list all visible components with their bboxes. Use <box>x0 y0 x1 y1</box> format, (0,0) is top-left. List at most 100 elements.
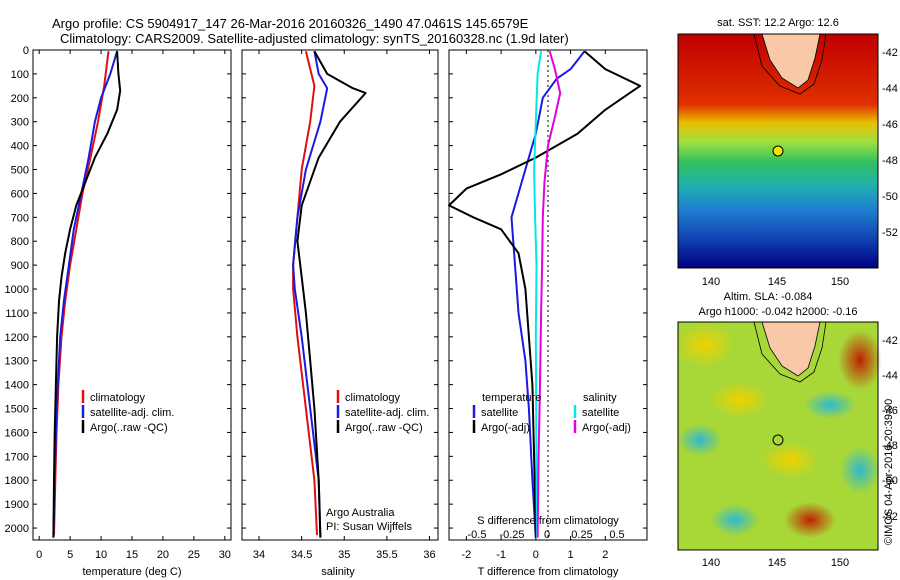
sla-lon-tick: 145 <box>768 557 786 569</box>
header-line-1: Argo profile: CS 5904917_147 26-Mar-2016… <box>52 16 529 31</box>
header-line-2: Climatology: CARS2009. Satellite-adjuste… <box>60 31 569 46</box>
s-tick-label: 0 <box>544 529 550 541</box>
sla-lat-tick: -46 <box>882 405 898 417</box>
y-tick-label: 300 <box>11 117 29 129</box>
legend-label-satellite: satellite-adj. clim. <box>90 407 174 419</box>
x-tick-label: -2 <box>461 549 471 561</box>
sla-lat-tick: -52 <box>882 511 898 523</box>
sla-feature <box>760 442 820 478</box>
legend-heading-salinity: salinity <box>583 392 617 404</box>
x-tick-label: 15 <box>126 549 138 561</box>
legend-label-argo: Argo(..raw -QC) <box>345 422 423 434</box>
legend-label-t-satellite: satellite <box>481 407 518 419</box>
s-difference-axis-label: S difference from climatology <box>477 515 619 527</box>
credit-line-2: PI: Susan Wijffels <box>326 521 412 533</box>
profile-line <box>448 50 642 538</box>
y-tick-label: 800 <box>11 236 29 248</box>
sla-feature <box>784 502 836 538</box>
y-tick-label: 1400 <box>5 380 29 392</box>
x-tick-label: 30 <box>219 549 231 561</box>
x-tick-label: 35 <box>338 549 350 561</box>
sst-lat-tick: -46 <box>882 119 898 131</box>
y-tick-label: 100 <box>11 69 29 81</box>
y-tick-label: 900 <box>11 260 29 272</box>
sst-lat-tick: -42 <box>882 47 898 59</box>
y-tick-label: 1600 <box>5 427 29 439</box>
sla-feature <box>840 446 880 494</box>
sla-feature <box>711 504 759 536</box>
y-tick-label: 1200 <box>5 332 29 344</box>
x-tick-label: 34 <box>253 549 265 561</box>
shelf-contour <box>753 33 827 95</box>
s-tick-label: 0.5 <box>609 529 624 541</box>
credit-line-1: Argo Australia <box>326 507 395 519</box>
tasmania-landmass <box>761 33 821 89</box>
x-tick-label: 1 <box>568 549 574 561</box>
profile-line <box>292 50 318 536</box>
y-tick-label: 1900 <box>5 499 29 511</box>
s-tick-label: -0.5 <box>468 529 487 541</box>
y-tick-label: 500 <box>11 165 29 177</box>
sst-map-title: sat. SST: 12.2 Argo: 12.6 <box>717 17 839 29</box>
x-tick-label: 34.5 <box>291 549 312 561</box>
sst-map <box>677 33 879 269</box>
y-tick-label: 0 <box>23 45 29 57</box>
y-tick-label: 1500 <box>5 404 29 416</box>
profile-line <box>53 51 110 536</box>
legend-label-satellite: satellite-adj. clim. <box>345 407 429 419</box>
s-tick-label: -0.25 <box>499 529 524 541</box>
legend-label-t-argo: Argo(-adj) <box>481 422 530 434</box>
profile-line <box>52 50 119 538</box>
axis-ticks: 0 5 10 15 20 25 300100200300400500600700800900… <box>5 45 898 569</box>
temperature-axis-label: temperature (deg C) <box>82 566 181 578</box>
y-tick-label: 700 <box>11 212 29 224</box>
legend-label-s-argo: Argo(-adj) <box>582 422 631 434</box>
sst-lon-tick: 150 <box>831 276 849 288</box>
legend-label-climatology: climatology <box>345 392 401 404</box>
y-tick-label: 2000 <box>5 523 29 535</box>
sla-map <box>675 321 882 551</box>
salinity-panel-frame <box>241 49 439 541</box>
sla-lat-tick: -50 <box>882 475 898 487</box>
sla-lat-tick: -42 <box>882 335 898 347</box>
sla-feature <box>675 323 735 367</box>
float-position-marker <box>772 145 784 157</box>
s-tick-label: 0.25 <box>571 529 592 541</box>
y-tick-label: 1000 <box>5 284 29 296</box>
x-tick-label: 0 <box>533 549 539 561</box>
sla-map-title-1: Altim. SLA: -0.084 <box>724 291 813 303</box>
profile-lines <box>52 50 642 538</box>
difference-legend: temperature satellite Argo(-adj) salinit… <box>472 392 631 434</box>
profile-line <box>510 50 586 538</box>
sst-lat-tick: -48 <box>882 155 898 167</box>
x-tick-label: 0 <box>36 549 42 561</box>
sst-lon-tick: 140 <box>702 276 720 288</box>
x-tick-label: 35.5 <box>376 549 397 561</box>
sla-lon-tick: 150 <box>831 557 849 569</box>
sla-lon-tick: 140 <box>702 557 720 569</box>
legend-heading-temperature: temperature <box>482 392 541 404</box>
tasmania-landmass <box>761 321 821 377</box>
y-tick-label: 400 <box>11 141 29 153</box>
y-tick-label: 1700 <box>5 451 29 463</box>
legend-label-argo: Argo(..raw -QC) <box>90 422 168 434</box>
salinity-legend: climatology satellite-adj. clim. Argo(..… <box>336 390 429 434</box>
y-tick-label: 1300 <box>5 356 29 368</box>
y-tick-label: 600 <box>11 188 29 200</box>
sst-map-frame <box>677 33 879 269</box>
sla-feature <box>838 330 882 390</box>
profile-line <box>296 50 367 538</box>
sla-feature <box>678 424 722 456</box>
x-tick-label: 25 <box>188 549 200 561</box>
temperature-legend: climatology satellite-adj. clim. Argo(..… <box>81 390 174 434</box>
profile-line <box>536 50 562 538</box>
sst-lat-tick: -52 <box>882 227 898 239</box>
legend-label-s-satellite: satellite <box>582 407 619 419</box>
legend-label-climatology: climatology <box>90 392 146 404</box>
profile-line <box>52 51 122 538</box>
sla-feature <box>710 382 770 418</box>
y-tick-label: 1100 <box>5 308 29 320</box>
sla-lat-tick: -48 <box>882 440 898 452</box>
y-tick-label: 1800 <box>5 475 29 487</box>
